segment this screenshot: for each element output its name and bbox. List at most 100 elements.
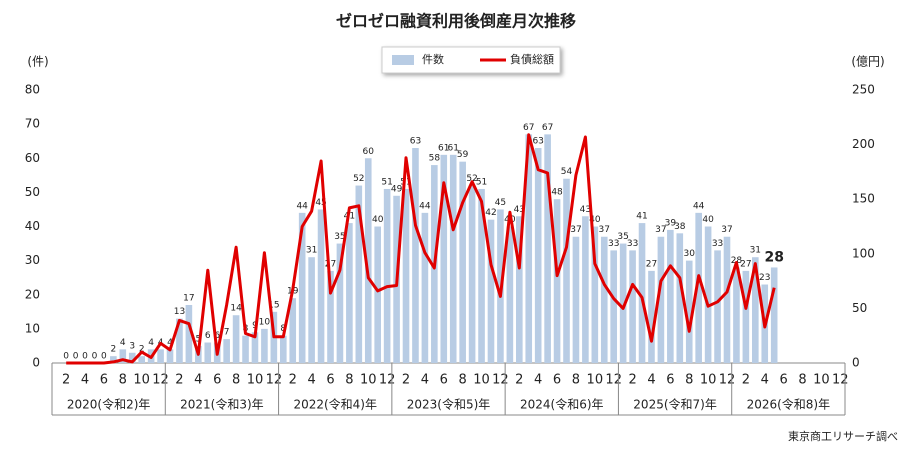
bar [534, 148, 542, 363]
data-label: 33 [627, 239, 638, 249]
group-label: 2026(令和8)年 [747, 397, 831, 412]
bar [619, 243, 627, 363]
x-tick-label: 2 [289, 373, 297, 388]
data-label: 31 [750, 246, 761, 256]
x-tick-label: 12 [832, 373, 849, 388]
bar [346, 223, 353, 363]
data-label: 51 [476, 177, 487, 187]
data-label: 27 [740, 259, 751, 269]
data-label: 2 [110, 345, 116, 355]
x-tick-label: 4 [647, 373, 655, 388]
x-tick-label: 12 [266, 373, 283, 388]
x-tick-label: 12 [605, 373, 622, 388]
x-tick-label: 12 [379, 373, 396, 388]
bar [515, 216, 523, 363]
y2-tick-label: 100 [852, 246, 875, 260]
x-tick-label: 10 [133, 373, 150, 388]
bar [733, 267, 740, 363]
bar [591, 226, 599, 363]
data-label: 51 [381, 177, 392, 187]
bar [506, 226, 514, 363]
group-label: 2020(令和2)年 [67, 397, 151, 412]
bar [667, 229, 674, 363]
data-label: 67 [542, 123, 553, 133]
y-tick-label: 30 [25, 253, 40, 267]
data-label: 59 [457, 150, 469, 160]
data-label: 13 [174, 307, 185, 317]
data-label: 63 [532, 137, 543, 147]
bar [449, 154, 457, 363]
data-label: 0 [63, 352, 69, 362]
x-tick-label: 8 [459, 373, 467, 388]
bar [685, 260, 693, 363]
x-tick-label: 6 [100, 373, 108, 388]
x-tick-label: 4 [194, 373, 202, 388]
bar [355, 185, 363, 363]
data-label: 41 [636, 212, 647, 222]
group-label: 2021(令和3)年 [180, 397, 264, 412]
data-label: 28 [764, 249, 783, 265]
bar [223, 339, 230, 363]
y2-tick-label: 0 [852, 356, 860, 370]
bar [544, 134, 551, 363]
data-label: 0 [73, 352, 79, 362]
x-tick-label: 2 [175, 373, 183, 388]
data-label: 48 [551, 188, 563, 198]
x-tick-label: 6 [213, 373, 221, 388]
y-tick-label: 0 [32, 356, 40, 370]
data-label: 6 [214, 331, 220, 341]
data-label: 15 [268, 300, 279, 310]
bar [525, 134, 533, 363]
data-label: 52 [466, 174, 477, 184]
bar [204, 342, 212, 363]
data-label: 0 [101, 352, 107, 362]
y-tick-label: 60 [25, 151, 40, 165]
data-label: 2 [139, 345, 145, 355]
data-label: 51 [400, 177, 411, 187]
data-label: 3 [129, 341, 135, 351]
data-label: 40 [372, 215, 384, 225]
y-tick-label: 20 [25, 287, 40, 301]
x-tick-label: 4 [761, 373, 769, 388]
line [66, 133, 776, 365]
bar [128, 352, 136, 363]
bar [752, 257, 759, 363]
x-tick-label: 10 [813, 373, 830, 388]
group-label: 2022(令和4)年 [293, 397, 377, 412]
bar [459, 161, 466, 363]
bar [468, 185, 476, 363]
x-tick-label: 6 [666, 373, 674, 388]
x-tick-label: 6 [326, 373, 334, 388]
data-label: 27 [325, 259, 336, 269]
x-tick-label: 8 [232, 373, 240, 388]
y2-tick-label: 50 [852, 301, 867, 315]
bar [279, 335, 287, 363]
y-tick-label: 10 [25, 321, 40, 335]
group-label: 2024(令和6)年 [520, 397, 604, 412]
data-label: 43 [580, 205, 591, 215]
data-label: 0 [92, 352, 98, 362]
x-tick-label: 10 [360, 373, 377, 388]
bar [110, 356, 117, 363]
data-label: 39 [665, 218, 677, 228]
bar [138, 356, 145, 363]
bar [383, 188, 391, 363]
x-tick-label: 4 [534, 373, 542, 388]
data-label: 0 [82, 352, 88, 362]
data-label: 28 [731, 256, 743, 266]
legend-label: 負債総額 [510, 52, 554, 66]
bar [289, 298, 297, 363]
x-tick-label: 12 [719, 373, 736, 388]
x-tick-label: 8 [572, 373, 580, 388]
y2-tick-label: 150 [852, 192, 875, 206]
bar [242, 335, 249, 363]
data-label: 61 [438, 143, 449, 153]
x-tick-label: 2 [628, 373, 636, 388]
bar [487, 219, 495, 363]
data-label: 38 [674, 222, 686, 232]
data-label: 33 [608, 239, 619, 249]
x-tick-label: 2 [62, 373, 70, 388]
bar [695, 212, 702, 363]
y-tick-label: 80 [25, 83, 40, 97]
